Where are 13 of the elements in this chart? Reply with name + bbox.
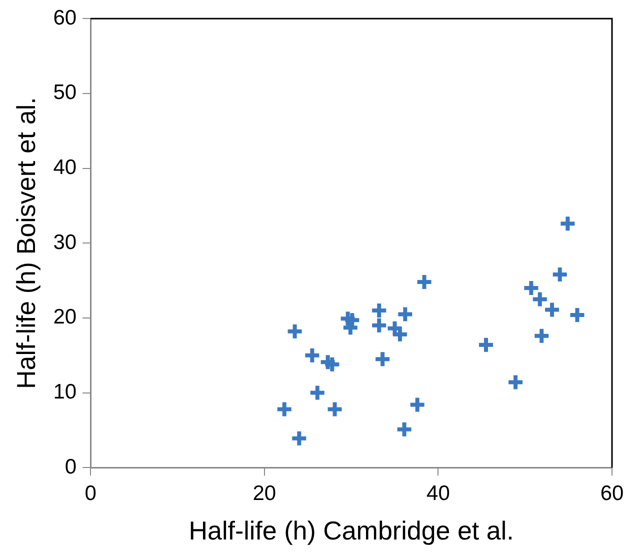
- y-tick-label: 40: [53, 156, 77, 180]
- y-tick-label: 60: [53, 6, 77, 30]
- y-axis-title: Half-life (h) Boisvert et al.: [10, 97, 41, 390]
- y-tick-label: 10: [53, 380, 77, 404]
- y-tick-label: 30: [53, 230, 77, 254]
- x-tick-label: 0: [84, 482, 96, 505]
- y-tick-label: 50: [53, 81, 77, 104]
- x-axis-title: Half-life (h) Cambridge et al.: [188, 516, 514, 546]
- x-tick-label: 20: [252, 482, 276, 505]
- x-tick-label: 60: [600, 482, 624, 505]
- y-tick-label: 0: [64, 455, 77, 478]
- y-tick-label: 20: [53, 306, 77, 329]
- x-tick-label: 40: [426, 482, 450, 505]
